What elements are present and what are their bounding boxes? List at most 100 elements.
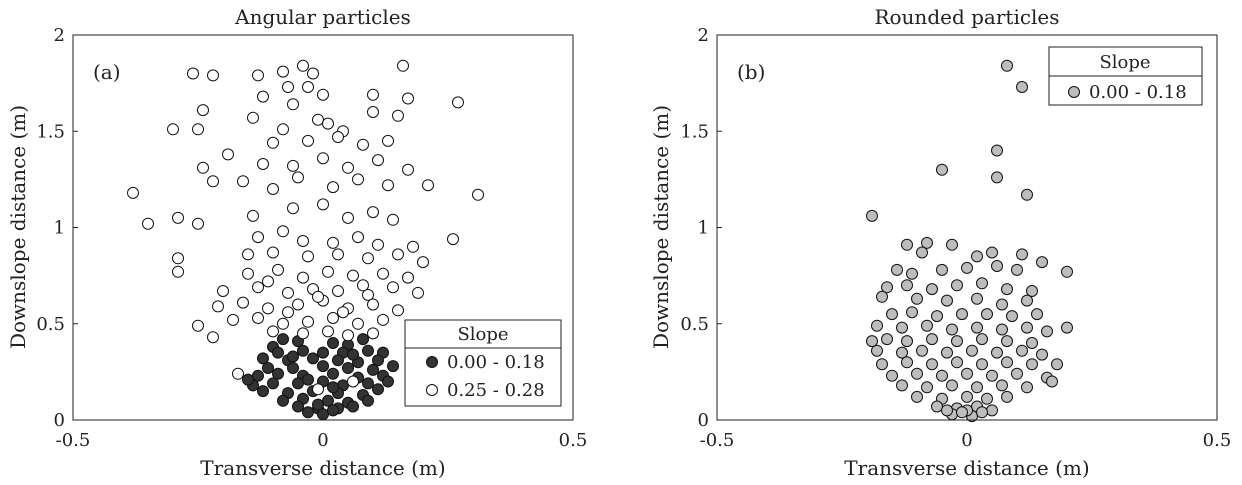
scatter-point: [332, 248, 344, 261]
x-tick-label: 0.5: [1203, 430, 1232, 451]
y-tick-label: 1: [54, 218, 65, 239]
scatter-point: [242, 248, 254, 261]
scatter-point: [212, 300, 224, 313]
scatter-point: [297, 235, 309, 247]
scatter-point: [961, 390, 973, 403]
scatter-point: [262, 362, 274, 374]
x-axis-label: Transverse distance (m): [844, 456, 1089, 480]
scatter-point: [302, 250, 314, 263]
scatter-point: [172, 252, 184, 265]
scatter-point: [901, 279, 913, 292]
scatter-point: [1001, 283, 1013, 296]
scatter-point: [871, 344, 883, 357]
scatter-point: [242, 267, 254, 280]
legend-title: Slope: [1099, 52, 1150, 73]
scatter-point: [936, 163, 948, 176]
scatter-point: [996, 298, 1008, 311]
scatter-point: [327, 404, 339, 417]
scatter-point: [996, 323, 1008, 336]
scatter-point: [1051, 358, 1063, 371]
scatter-point: [1011, 367, 1023, 380]
scatter-point: [372, 238, 384, 251]
scatter-point: [262, 275, 274, 288]
scatter-point: [1061, 321, 1073, 334]
scatter-point: [267, 136, 279, 149]
scatter-point: [1041, 325, 1053, 338]
scatter-point: [906, 267, 918, 280]
scatter-point: [1016, 248, 1028, 261]
scatter-point: [277, 123, 289, 136]
scatter-point: [422, 179, 434, 192]
scatter-point: [312, 290, 324, 303]
scatter-point: [327, 367, 339, 380]
scatter-point: [1021, 294, 1033, 307]
scatter-point: [1011, 263, 1023, 276]
scatter-point: [951, 356, 963, 369]
scatter-point: [911, 390, 923, 403]
scatter-point: [911, 367, 923, 380]
scatter-point: [317, 198, 329, 211]
scatter-point: [891, 263, 903, 276]
scatter-point: [407, 240, 419, 253]
x-axis: -0.5 0 0.5: [700, 415, 1232, 451]
scatter-point: [267, 325, 279, 338]
scatter-point: [931, 400, 943, 413]
scatter-point: [247, 209, 259, 222]
scatter-point: [956, 308, 968, 321]
scatter-point: [302, 315, 314, 328]
scatter-point: [1026, 358, 1038, 371]
scatter-point: [951, 335, 963, 348]
scatter-point: [986, 246, 998, 259]
scatter-point: [996, 379, 1008, 392]
legend-marker-white: [426, 384, 438, 396]
scatter-point: [232, 367, 244, 380]
scatter-point: [921, 236, 933, 249]
series-1: [127, 59, 484, 396]
scatter-point: [986, 404, 998, 417]
scatter-point: [327, 337, 339, 349]
scatter-point: [277, 333, 289, 346]
scatter-point: [926, 333, 938, 346]
scatter-point: [262, 302, 274, 315]
scatter-point: [387, 213, 399, 226]
scatter-point: [252, 69, 264, 82]
scatter-point: [991, 260, 1003, 272]
scatter-point: [302, 406, 314, 419]
scatter-point: [1001, 59, 1013, 72]
scatter-point: [866, 335, 878, 348]
x-axis-label: Transverse distance (m): [200, 456, 445, 480]
scatter-point: [207, 69, 219, 82]
scatter-point: [352, 173, 364, 186]
scatter-point: [387, 360, 399, 373]
scatter-point: [896, 346, 908, 359]
y-tick-label: 0: [698, 410, 709, 431]
scatter-point: [991, 144, 1003, 157]
scatter-point: [961, 367, 973, 380]
y-tick-label: 2: [698, 25, 709, 46]
scatter-point: [367, 206, 379, 219]
scatter-point: [921, 319, 933, 332]
scatter-point: [282, 286, 294, 299]
legend: Slope 0.00 - 0.18 0.25 - 0.28: [404, 319, 562, 407]
scatter-point: [257, 352, 269, 365]
scatter-point: [237, 296, 249, 309]
scatter-point: [172, 211, 184, 224]
scatter-point: [981, 308, 993, 321]
scatter-point: [347, 269, 359, 282]
scatter-point: [966, 344, 978, 357]
scatter-point: [1016, 81, 1028, 93]
scatter-point: [971, 250, 983, 263]
scatter-point: [901, 238, 913, 251]
chart-title: Rounded particles: [874, 5, 1059, 29]
scatter-point: [357, 138, 369, 151]
scatter-point: [946, 323, 958, 336]
scatter-point: [272, 263, 284, 276]
scatter-point: [322, 325, 334, 338]
scatter-point: [926, 283, 938, 296]
scatter-point: [192, 319, 204, 332]
scatter-point: [1061, 265, 1073, 278]
scatter-point: [402, 163, 414, 176]
scatter-point: [447, 233, 459, 246]
scatter-point: [901, 356, 913, 369]
scatter-point: [272, 346, 284, 359]
